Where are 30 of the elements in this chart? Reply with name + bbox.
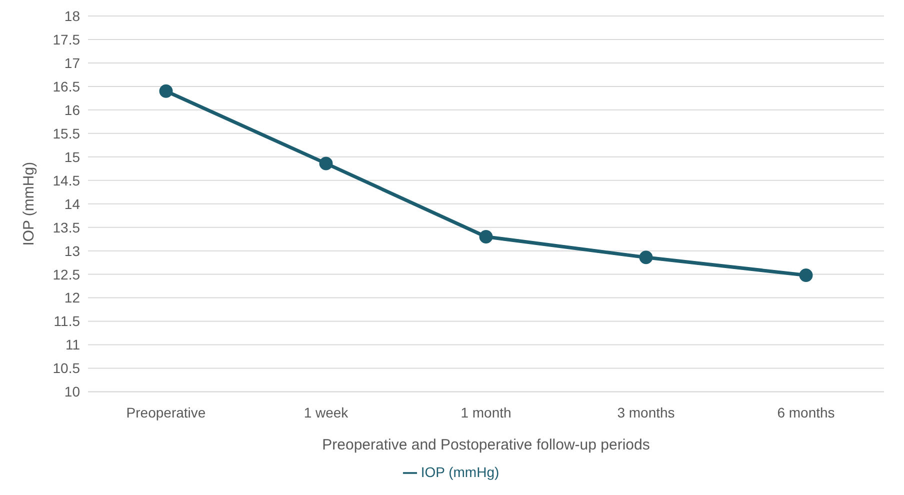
y-tick-label: 11.5 [54,313,80,330]
y-tick-label: 13.5 [52,219,80,236]
point [479,230,493,244]
y-tick-label: 16 [64,102,80,118]
point [639,250,653,264]
y-tick-label: 13 [64,242,80,259]
x-tick-label: Preoperative [126,404,206,421]
y-tick-label: 16.5 [52,78,80,94]
x-tick-label: 6 months [777,404,835,421]
y-axis-title: IOP (mmHg) [20,162,38,246]
y-tick-label: 12.5 [52,266,80,282]
y-tick-label: 15.5 [52,125,80,142]
y-tick-label: 12 [64,290,80,306]
y-tick-label: 18 [64,8,80,24]
point [799,268,813,282]
point [159,84,173,98]
y-tick-label: 15 [64,148,80,165]
y-tick-label: 10.5 [52,360,80,376]
y-tick-label: 10 [64,384,80,400]
x-tick-label: 3 months [617,404,675,421]
y-tick-label: 11 [65,336,80,353]
y-tick-label: 17.5 [52,31,80,48]
y-tick-label: 14.5 [52,172,80,188]
x-axis-title: Preoperative and Postoperative follow-up periods [322,436,650,454]
y-tick-label: 14 [64,196,80,212]
x-tick-label: 1 week [304,404,350,421]
point [319,156,333,170]
legend-label: IOP (mmHg) [420,464,500,480]
y-tick-label: 17 [64,54,80,71]
x-tick-label: 1 month [460,404,512,421]
